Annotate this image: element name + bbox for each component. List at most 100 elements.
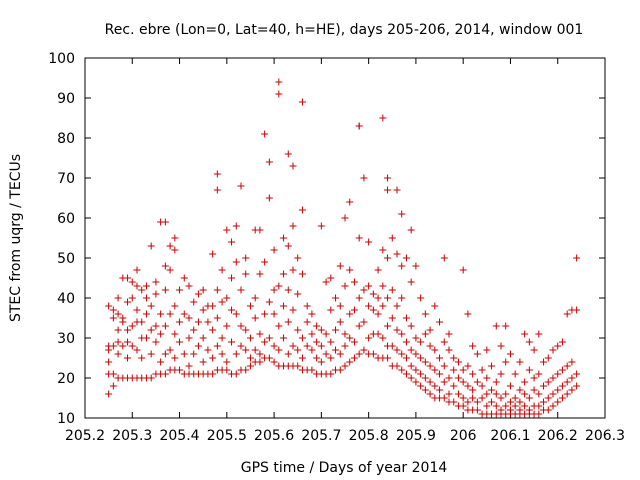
data-point (483, 346, 491, 354)
data-point (265, 354, 273, 362)
data-point (525, 406, 533, 414)
data-point (450, 354, 458, 362)
data-point (327, 370, 335, 378)
data-point (161, 218, 169, 226)
data-point (289, 162, 297, 170)
data-point (450, 398, 458, 406)
data-point (204, 346, 212, 354)
data-point (147, 374, 155, 382)
data-point (554, 342, 562, 350)
data-point (365, 334, 373, 342)
data-point (237, 342, 245, 350)
data-point (298, 206, 306, 214)
y-tick-label: 50 (57, 251, 75, 267)
data-point (535, 390, 543, 398)
data-point (270, 310, 278, 318)
data-point (497, 406, 505, 414)
data-point (109, 382, 117, 390)
data-point (369, 290, 377, 298)
data-point (105, 302, 113, 310)
data-point (166, 266, 174, 274)
data-point (459, 402, 467, 410)
data-point (426, 378, 434, 386)
data-point (261, 130, 269, 138)
data-point (412, 366, 420, 374)
data-point (157, 310, 165, 318)
y-tick-label: 100 (48, 51, 75, 67)
data-point (261, 338, 269, 346)
data-point (308, 346, 316, 354)
data-point (407, 226, 415, 234)
data-point (161, 370, 169, 378)
data-point (549, 374, 557, 382)
x-tick-label: 206 (450, 428, 477, 444)
data-point (426, 390, 434, 398)
data-point (124, 338, 132, 346)
y-tick-label: 20 (57, 371, 75, 387)
data-point (185, 282, 193, 290)
data-point (544, 354, 552, 362)
data-point (242, 254, 250, 262)
data-point (346, 334, 354, 342)
data-point (294, 254, 302, 262)
data-point (332, 326, 340, 334)
data-point (402, 370, 410, 378)
data-point (152, 278, 160, 286)
data-point (298, 270, 306, 278)
data-point (261, 258, 269, 266)
data-point (384, 186, 392, 194)
data-point (161, 350, 169, 358)
data-point (317, 342, 325, 350)
data-point (544, 378, 552, 386)
data-point (105, 390, 113, 398)
data-point (209, 370, 217, 378)
data-point (242, 326, 250, 334)
data-point (440, 254, 448, 262)
data-point (398, 210, 406, 218)
data-point (308, 366, 316, 374)
data-point (535, 370, 543, 378)
data-point (421, 374, 429, 382)
data-point (398, 350, 406, 358)
data-point (374, 266, 382, 274)
data-point (256, 350, 264, 358)
data-point (431, 302, 439, 310)
data-point (549, 346, 557, 354)
data-point (540, 358, 548, 366)
data-point (275, 90, 283, 98)
x-tick-label: 206.1 (490, 428, 530, 444)
data-point (128, 342, 136, 350)
data-point (573, 306, 581, 314)
data-point (317, 326, 325, 334)
data-point (265, 298, 273, 306)
data-point (384, 294, 392, 302)
data-point (251, 346, 259, 354)
data-point (521, 330, 529, 338)
data-point (280, 334, 288, 342)
data-point (521, 378, 529, 386)
data-point (166, 242, 174, 250)
data-point (237, 286, 245, 294)
data-point (147, 302, 155, 310)
data-point (483, 390, 491, 398)
data-point (384, 354, 392, 362)
data-point (209, 250, 217, 258)
data-point (152, 290, 160, 298)
data-point (327, 274, 335, 282)
data-point (218, 350, 226, 358)
data-point (558, 338, 566, 346)
data-point (421, 386, 429, 394)
data-point (360, 318, 368, 326)
data-point (440, 338, 448, 346)
data-point (445, 330, 453, 338)
data-point (502, 390, 510, 398)
data-point (473, 378, 481, 386)
data-point (251, 314, 259, 322)
data-point (346, 310, 354, 318)
x-tick-label: 206.3 (585, 428, 625, 444)
y-tick-label: 10 (57, 411, 75, 427)
data-point (332, 294, 340, 302)
data-point (388, 314, 396, 322)
data-point (393, 302, 401, 310)
